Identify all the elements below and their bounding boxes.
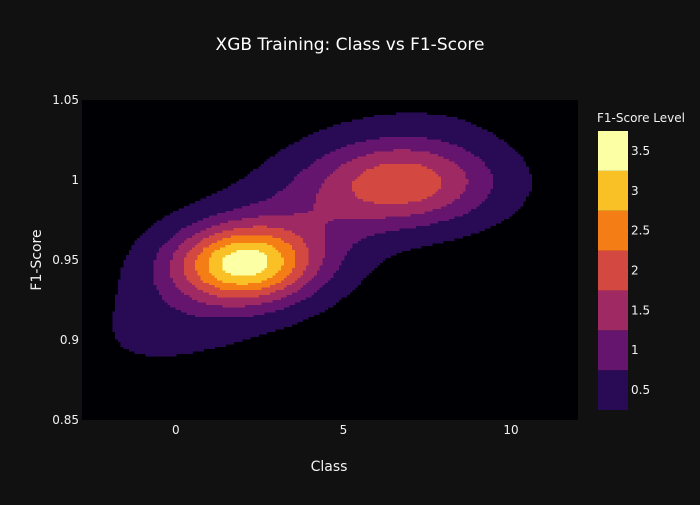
y-axis-ticks: 0.85 0.9 0.95 1 1.05 bbox=[52, 93, 79, 427]
colorbar-segment bbox=[598, 210, 628, 251]
y-tick-label: 1 bbox=[71, 173, 79, 187]
colorbar-tick-label: 0.5 bbox=[631, 383, 650, 397]
x-tick-label: 5 bbox=[340, 423, 348, 437]
colorbar-tick-label: 2.5 bbox=[631, 224, 650, 238]
y-axis-label: F1-Score bbox=[29, 229, 45, 290]
colorbar-segment bbox=[598, 250, 628, 291]
y-tick-label: 0.85 bbox=[52, 413, 79, 427]
colorbar-title: F1-Score Level bbox=[597, 111, 685, 125]
colorbar-tick-label: 3.5 bbox=[631, 144, 650, 158]
colorbar-segment bbox=[598, 370, 628, 410]
colorbar-segment bbox=[598, 170, 628, 211]
y-tick-label: 0.9 bbox=[60, 333, 79, 347]
contour-layers bbox=[112, 112, 532, 357]
x-tick-label: 0 bbox=[172, 423, 180, 437]
colorbar-tick-label: 1 bbox=[631, 343, 639, 357]
colorbar-segment bbox=[598, 290, 628, 331]
x-axis-label: Class bbox=[311, 459, 348, 475]
contour-level-7 bbox=[222, 250, 268, 276]
colorbar-segment bbox=[598, 131, 628, 171]
colorbar-segment bbox=[598, 330, 628, 371]
chart-title: XGB Training: Class vs F1-Score bbox=[216, 35, 485, 55]
y-tick-label: 1.05 bbox=[52, 93, 79, 107]
colorbar-tick-label: 1.5 bbox=[631, 303, 650, 317]
colorbar-tick-label: 2 bbox=[631, 264, 639, 278]
x-tick-label: 10 bbox=[503, 423, 518, 437]
colorbar: 0.5 1 1.5 2 2.5 3 3.5 bbox=[598, 131, 650, 410]
colorbar-tick-label: 3 bbox=[631, 184, 639, 198]
x-axis-ticks: 0 5 10 bbox=[172, 423, 519, 437]
y-tick-label: 0.95 bbox=[52, 253, 79, 267]
